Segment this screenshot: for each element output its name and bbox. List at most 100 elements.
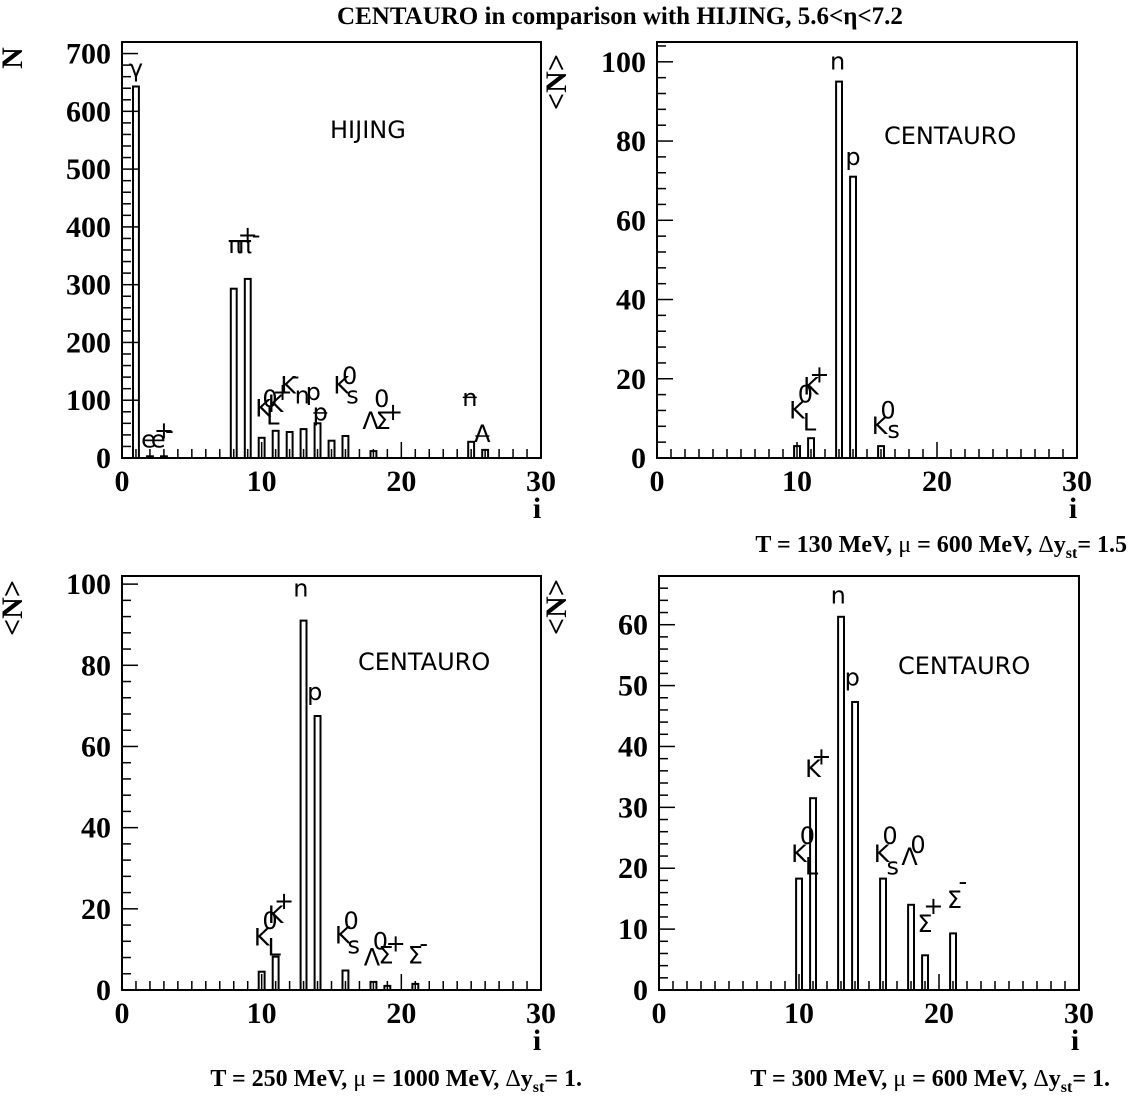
bar	[229, 287, 238, 460]
x-tick-label: 10	[782, 465, 812, 498]
bar	[835, 80, 843, 459]
particle-label: γ	[129, 55, 143, 83]
panels: 01020300100200300400500600700iNHIJINGγee…	[0, 38, 1127, 1096]
model-label: CENTAURO	[358, 648, 490, 676]
particle-label: +	[809, 361, 829, 389]
y-tick-label: 40	[618, 730, 648, 763]
plot-frame	[656, 41, 1078, 459]
x-tick-label: 20	[386, 997, 416, 1030]
plot-frame	[658, 575, 1080, 991]
model-label: CENTAURO	[884, 122, 1016, 150]
caption-part: T = 300 MeV,	[750, 1066, 893, 1092]
y-tick-label: 40	[81, 812, 111, 845]
caption-part: 1.	[1092, 1066, 1110, 1092]
y-tick-label: 10	[618, 913, 648, 946]
particle-label: L	[266, 403, 280, 431]
caption-part: = 600 MeV,	[911, 532, 1038, 558]
plot-frame	[121, 575, 542, 991]
panel-top-right: 0 10 20 30020406080100i<N>CENTAUROnpK0LK+K0…	[540, 41, 1127, 562]
particle-label: -	[252, 221, 261, 249]
caption-part: T = 250 MeV,	[210, 1066, 353, 1092]
particle-label: -	[958, 868, 967, 896]
particle-label: +	[383, 398, 403, 426]
particle-label: K	[805, 755, 822, 783]
particle-label: 0	[798, 381, 813, 409]
y-axis-label: <N>	[540, 54, 573, 110]
particle-label: -	[165, 416, 174, 444]
caption-part: y	[521, 1066, 533, 1092]
y-tick-label: 20	[81, 893, 111, 926]
caption-part: μ	[893, 1066, 906, 1092]
particle-label: +	[274, 887, 294, 915]
caption-part: =	[544, 1066, 564, 1092]
particle-label: p	[845, 143, 860, 171]
y-axis-label: <N>	[0, 580, 29, 636]
particle-label: K	[874, 840, 891, 868]
x-tick-label: 30	[1064, 997, 1094, 1030]
y-tick-label: 60	[618, 609, 648, 642]
x-tick-label: 0	[650, 465, 665, 498]
y-tick-label: 0	[96, 442, 111, 475]
y-tick-label: 600	[66, 95, 111, 128]
particle-label: p	[307, 678, 322, 706]
particle-label: n	[295, 382, 310, 410]
y-tick-label: 100	[66, 568, 111, 601]
panel-caption: T = 300 MeV, μ = 600 MeV, Δyst= 1.	[750, 1066, 1110, 1096]
particle-label: π	[228, 231, 242, 259]
particle-label: K	[280, 371, 297, 399]
y-tick-label: 100	[66, 384, 111, 417]
plot-frame	[121, 41, 542, 459]
particle-label: K	[803, 373, 820, 401]
particle-label: Λ	[364, 944, 381, 972]
caption-part: 1.5	[1097, 532, 1127, 558]
particle-label: Λ	[474, 420, 491, 448]
particle-label: p	[306, 378, 321, 406]
y-tick-label: 40	[616, 284, 646, 317]
caption-part: = 1000 MeV,	[366, 1066, 505, 1092]
caption-part: =	[1077, 532, 1097, 558]
particle-label: n	[830, 48, 845, 76]
caption-part: st	[533, 1079, 545, 1096]
particle-label: 0	[373, 927, 388, 955]
x-tick-label: 30	[526, 997, 556, 1030]
particle-label: -	[291, 362, 300, 390]
y-tick-label: 60	[616, 204, 646, 237]
panel-caption: T = 250 MeV, μ = 1000 MeV, Δyst= 1.	[210, 1066, 582, 1096]
particle-label: K	[872, 412, 889, 440]
bar	[879, 877, 887, 991]
particle-label: +	[923, 892, 943, 920]
caption-part: μ	[898, 532, 911, 558]
y-axis-label: <N>	[540, 579, 573, 635]
y-tick-label: 300	[66, 269, 111, 302]
particle-label: K	[255, 394, 272, 422]
bar	[795, 877, 803, 991]
particle-label: Σ	[378, 942, 393, 970]
particle-label: Σ	[376, 407, 391, 435]
particle-label: K	[335, 921, 352, 949]
x-axis-label: i	[533, 1024, 541, 1057]
x-tick-label: 30	[526, 465, 556, 498]
caption-part: y	[1049, 1066, 1061, 1092]
particle-label: -	[419, 929, 428, 957]
particle-label: 0	[800, 822, 815, 850]
particle-label: π	[238, 231, 252, 259]
bar	[851, 701, 859, 991]
particle-label: K	[789, 396, 806, 424]
particle-label: p	[845, 664, 860, 692]
particle-label: L	[268, 934, 282, 962]
particle-label: 0	[374, 385, 389, 413]
x-tick-label: 0	[115, 465, 130, 498]
particle-label: 0	[262, 907, 277, 935]
particle-label: +	[386, 929, 406, 957]
x-tick-label: 10	[247, 997, 277, 1030]
y-tick-label: 80	[81, 649, 111, 682]
bar	[837, 615, 845, 991]
x-tick-label: 30	[1062, 465, 1092, 498]
x-tick-label: 20	[386, 465, 416, 498]
y-axis-label: N	[0, 47, 29, 69]
particle-label: Σ	[408, 942, 423, 970]
panel-caption: T = 130 MeV, μ = 600 MeV, Δyst= 1.5	[755, 532, 1127, 562]
caption-part: =	[1072, 1066, 1092, 1092]
particle-label: 0	[910, 831, 925, 859]
